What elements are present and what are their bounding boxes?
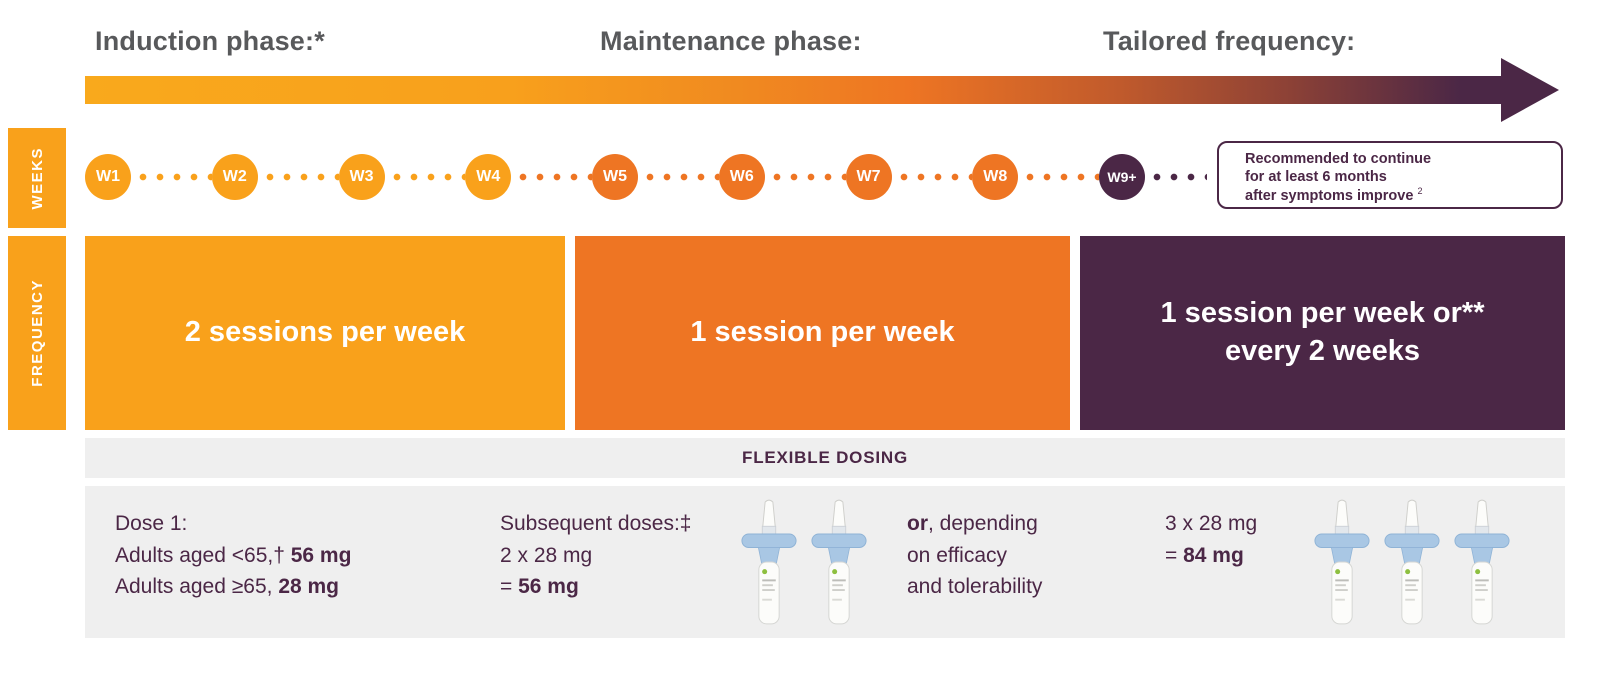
frequency-block-induction: 2 sessions per week <box>85 236 565 430</box>
week-marker-w8: W8 <box>972 154 1019 200</box>
weeks-axis-text: WEEKS <box>28 146 46 210</box>
dotted-connector <box>764 173 846 181</box>
week-marker-w2: W2 <box>211 154 258 200</box>
dose1-title: Dose 1: <box>115 512 188 535</box>
week-marker-w4: W4 <box>465 154 512 200</box>
week-marker-w9plus: W9+ <box>1099 154 1145 200</box>
week-marker-w5: W5 <box>592 154 638 200</box>
nasal-spray-icon <box>740 498 798 626</box>
nasal-spray-icon <box>1383 498 1441 626</box>
frequency-block-maintenance: 1 session per week <box>575 236 1070 430</box>
dotted-connector <box>131 173 212 181</box>
dose84-total: = 84 mg <box>1165 543 1244 567</box>
alternative-line3: and tolerability <box>907 575 1043 598</box>
week-marker-w7: W7 <box>845 154 892 200</box>
dose1-column: Dose 1: Adults aged <65,† 56 mg Adults a… <box>115 508 351 603</box>
week-marker-w6: W6 <box>718 154 765 200</box>
dotted-connector <box>511 173 592 181</box>
phase-header-tailored: Tailored frequency: <box>1103 26 1356 56</box>
frequency-axis-label: FREQUENCY <box>8 236 66 430</box>
dosing-panel: Dose 1: Adults aged <65,† 56 mg Adults a… <box>85 486 1565 638</box>
subsequent-doses-column: Subsequent doses:‡ 2 x 28 mg = 56 mg <box>500 508 691 603</box>
recommendation-line1: Recommended to continue <box>1245 151 1432 167</box>
subsequent-doses-title: Subsequent doses:‡ <box>500 512 692 535</box>
nasal-spray-icon <box>810 498 868 626</box>
dotted-connector <box>1018 173 1099 181</box>
frequency-block-tailored-line1: 1 session per week or** <box>1160 297 1485 330</box>
frequency-block-maintenance-label: 1 session per week <box>690 316 955 349</box>
nasal-spray-group-3x <box>1313 498 1511 626</box>
dose84-column: 3 x 28 mg = 84 mg <box>1165 508 1257 571</box>
frequency-block-tailored-line2: every 2 weeks <box>1224 335 1421 367</box>
alternative-line2: on efficacy <box>907 543 1008 567</box>
weeks-axis-label: WEEKS <box>8 128 66 228</box>
dotted-connector <box>638 173 719 181</box>
nasal-spray-icon <box>1313 498 1371 626</box>
flexible-dosing-title: FLEXIBLE DOSING <box>742 448 908 467</box>
frequency-axis-text: FREQUENCY <box>28 279 46 387</box>
dotted-connector <box>1145 173 1207 181</box>
dotted-connector <box>891 173 973 181</box>
reference-superscript: 2 <box>1417 186 1423 197</box>
timeline-arrowhead-icon <box>1501 58 1559 122</box>
recommendation-line3: after symptoms improve 2 <box>1245 186 1423 205</box>
alternative-column: or, depending on efficacy and tolerabili… <box>907 508 1042 603</box>
week-marker-w1: W1 <box>85 154 131 200</box>
alternative-line1: or, depending <box>907 512 1038 535</box>
dose1-over65: Adults aged ≥65, 28 mg <box>115 575 340 598</box>
flexible-dosing-strip: FLEXIBLE DOSING <box>85 438 1565 478</box>
dotted-connector <box>384 173 466 181</box>
phase-header-induction: Induction phase:* <box>95 26 325 56</box>
weeks-timeline: W1 W2 W3 W4 W5 W6 W7 W8 W9+ <box>85 154 1207 200</box>
frequency-block-induction-label: 2 sessions per week <box>184 316 466 349</box>
timeline-gradient-arrow <box>85 76 1503 104</box>
subsequent-doses-amount: 2 x 28 mg <box>500 543 593 567</box>
recommendation-note: Recommended to continue for at least 6 m… <box>1217 141 1563 209</box>
nasal-spray-group-2x <box>740 498 868 626</box>
dose84-amount: 3 x 28 mg <box>1165 512 1258 535</box>
dose1-under65: Adults aged <65,† 56 mg <box>115 543 352 567</box>
week-marker-w3: W3 <box>338 154 385 200</box>
phase-header-maintenance: Maintenance phase: <box>600 26 862 56</box>
dotted-connector <box>257 173 339 181</box>
subsequent-doses-total: = 56 mg <box>500 575 579 598</box>
recommendation-line2: for at least 6 months <box>1245 169 1387 186</box>
frequency-block-tailored: 1 session per week or** every 2 weeks <box>1080 236 1565 430</box>
nasal-spray-icon <box>1453 498 1511 626</box>
